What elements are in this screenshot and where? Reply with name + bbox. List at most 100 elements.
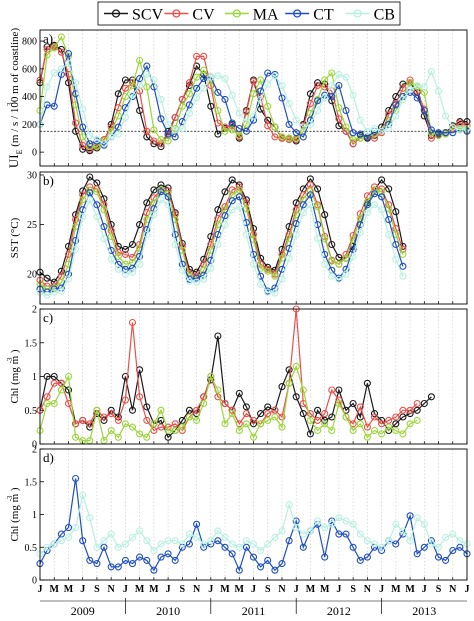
data-point-CB: [321, 260, 329, 268]
data-point-CV: [121, 396, 129, 404]
panel-4: 0 0.5 1 1.5 2 d) Chl (mg m )-3: [6, 445, 471, 587]
data-point-CB: [399, 272, 407, 280]
data-point-CB: [342, 73, 350, 81]
data-point-SCV: [378, 176, 386, 184]
series-line-SCV: [39, 335, 432, 439]
data-point-CB: [50, 540, 58, 548]
data-point-CB: [292, 116, 300, 124]
data-point-CT: [406, 512, 414, 520]
x-tick-label: N: [193, 584, 201, 595]
data-point-SCV: [214, 130, 222, 138]
series-line-CV: [39, 183, 404, 287]
data-point-MA: [50, 399, 58, 408]
data-point-CB: [64, 59, 73, 67]
data-point-CB: [185, 530, 193, 538]
data-point-MA: [50, 44, 58, 52]
data-point-CB: [378, 543, 386, 551]
data-point-CB: [221, 75, 229, 83]
data-point-SCV: [86, 173, 94, 181]
data-point-CB: [370, 201, 379, 209]
data-point-CT: [278, 94, 286, 102]
x-tick-label: J: [465, 584, 470, 595]
data-point-CB: [420, 83, 428, 91]
data-point-CB: [200, 540, 208, 548]
data-point-CB: [86, 196, 94, 204]
series-line-CB: [39, 492, 468, 555]
data-point-CV: [292, 206, 300, 214]
data-point-CB: [349, 91, 357, 99]
data-point-MA: [314, 426, 322, 435]
data-point-CT: [214, 537, 222, 545]
data-point-CB: [107, 530, 115, 538]
x-tick-label: S: [180, 584, 186, 595]
data-point-MA: [171, 426, 179, 435]
data-point-CB: [193, 533, 201, 541]
data-point-CB: [143, 70, 151, 78]
x-tick-label: S: [94, 584, 100, 595]
data-point-CB: [427, 68, 435, 76]
data-point-CB: [228, 91, 236, 99]
data-point-SCV: [178, 416, 186, 424]
data-point-CT: [249, 553, 258, 561]
data-point-MA: [143, 433, 151, 441]
data-point-CT: [370, 190, 379, 198]
series-line-MA: [39, 188, 404, 290]
data-point-CB: [200, 275, 208, 283]
y-tick-label: 2: [32, 305, 37, 316]
data-point-CB: [114, 265, 122, 273]
data-point-CT: [342, 265, 350, 273]
data-point-CB: [314, 106, 322, 115]
legend-box: [97, 1, 401, 26]
x-tick-label: M: [235, 584, 245, 595]
y-tick-label: 25: [27, 220, 37, 231]
data-point-CB: [349, 252, 357, 260]
data-point-CT: [257, 563, 265, 571]
data-point-MA: [185, 90, 193, 98]
data-point-MA: [228, 126, 236, 134]
data-point-MA: [43, 51, 51, 59]
data-point-CT: [171, 133, 179, 141]
data-point-MA: [363, 433, 371, 441]
data-point-SCV: [79, 145, 87, 153]
data-point-SCV: [306, 430, 314, 438]
x-tick-label: N: [278, 584, 286, 595]
data-point-CT: [157, 553, 165, 561]
data-point-CT: [242, 127, 250, 135]
data-point-CV: [271, 406, 279, 414]
data-point-MA: [214, 221, 222, 229]
data-point-SCV: [200, 255, 208, 263]
data-point-CT: [442, 556, 450, 564]
data-point-CB: [185, 109, 193, 117]
data-point-MA: [150, 420, 158, 428]
data-point-MA: [93, 406, 101, 414]
data-point-MA: [257, 76, 265, 84]
data-point-CV: [150, 137, 158, 145]
data-point-MA: [242, 205, 250, 213]
data-point-CB: [207, 73, 215, 81]
data-point-SCV: [185, 406, 193, 414]
x-tick-label: N: [108, 584, 116, 595]
data-point-SCV: [335, 253, 343, 261]
data-point-CT: [363, 201, 371, 209]
data-point-CB: [207, 264, 215, 272]
data-point-SCV: [64, 79, 73, 87]
data-point-CV: [193, 406, 201, 414]
data-point-CB: [207, 537, 215, 545]
data-point-SCV: [43, 274, 51, 282]
y-axis-label: Chl (mg m ): [9, 487, 21, 541]
data-point-CB: [285, 100, 293, 108]
data-point-MA: [264, 267, 272, 275]
data-point-CB: [292, 524, 300, 532]
data-point-MA: [278, 254, 286, 262]
data-point-CB: [442, 533, 450, 541]
data-point-MA: [93, 188, 101, 196]
data-point-CB: [150, 76, 158, 84]
data-point-CV: [242, 410, 250, 418]
x-tick-label: J: [38, 584, 43, 595]
data-point-MA: [207, 372, 215, 381]
legend-label: CB: [374, 7, 395, 24]
y-tick-label: 800: [22, 37, 37, 48]
data-point-SCV: [57, 267, 65, 275]
data-point-CV: [406, 406, 414, 414]
